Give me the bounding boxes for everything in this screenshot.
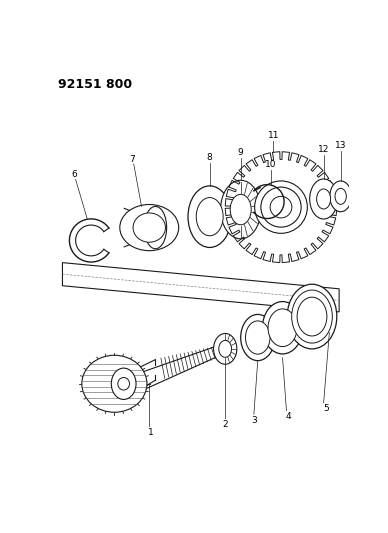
Text: 5: 5 bbox=[323, 405, 329, 414]
Ellipse shape bbox=[133, 213, 165, 242]
Text: 6: 6 bbox=[71, 171, 77, 179]
Text: 92151 800: 92151 800 bbox=[58, 78, 132, 91]
Ellipse shape bbox=[132, 206, 154, 249]
Ellipse shape bbox=[262, 302, 303, 354]
Ellipse shape bbox=[118, 377, 130, 390]
Ellipse shape bbox=[255, 181, 307, 233]
Ellipse shape bbox=[144, 206, 166, 249]
Ellipse shape bbox=[270, 196, 292, 218]
Text: 11: 11 bbox=[267, 131, 279, 140]
Text: 8: 8 bbox=[207, 154, 213, 163]
Ellipse shape bbox=[82, 356, 147, 412]
Ellipse shape bbox=[188, 186, 231, 247]
Text: 12: 12 bbox=[318, 145, 329, 154]
Ellipse shape bbox=[230, 195, 251, 225]
Ellipse shape bbox=[330, 181, 352, 212]
Text: 2: 2 bbox=[222, 420, 228, 429]
Text: 1: 1 bbox=[148, 427, 154, 437]
Ellipse shape bbox=[246, 321, 270, 354]
Ellipse shape bbox=[335, 188, 346, 204]
Ellipse shape bbox=[287, 284, 337, 349]
Ellipse shape bbox=[317, 189, 331, 209]
Text: 10: 10 bbox=[265, 160, 277, 169]
Ellipse shape bbox=[120, 205, 179, 251]
Text: 9: 9 bbox=[238, 148, 244, 157]
Ellipse shape bbox=[219, 341, 232, 357]
Ellipse shape bbox=[220, 180, 261, 239]
Ellipse shape bbox=[268, 309, 297, 346]
Ellipse shape bbox=[261, 187, 301, 227]
Text: 3: 3 bbox=[251, 416, 257, 425]
Ellipse shape bbox=[111, 368, 136, 399]
Text: 4: 4 bbox=[286, 412, 291, 421]
Ellipse shape bbox=[292, 290, 333, 343]
Ellipse shape bbox=[241, 314, 275, 361]
Ellipse shape bbox=[297, 297, 327, 336]
Ellipse shape bbox=[310, 179, 338, 219]
Text: 7: 7 bbox=[129, 155, 135, 164]
Text: 13: 13 bbox=[335, 141, 346, 150]
Ellipse shape bbox=[213, 334, 237, 364]
Ellipse shape bbox=[196, 198, 223, 236]
